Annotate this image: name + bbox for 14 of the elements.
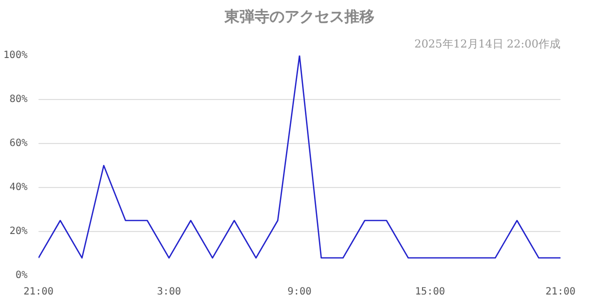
x-tick-label: 21:00: [23, 286, 54, 298]
y-tick-label: 20%: [9, 226, 28, 237]
y-tick-label: 40%: [9, 182, 28, 193]
chart-title: 東弾寺のアクセス推移: [224, 8, 374, 26]
x-tick-label: 15:00: [414, 286, 446, 298]
y-tick-label: 60%: [9, 138, 28, 149]
y-tick-label: 80%: [9, 94, 28, 105]
line-series: [38, 56, 560, 259]
y-tick-label: 100%: [3, 50, 28, 61]
y-tick-label: 0%: [15, 270, 28, 281]
x-tick-label: 21:00: [545, 286, 576, 298]
x-tick-label: 3:00: [156, 286, 182, 298]
x-tick-label: 9:00: [287, 286, 312, 298]
chart-subtitle: 2025年12月14日 22:00作成: [414, 38, 560, 50]
